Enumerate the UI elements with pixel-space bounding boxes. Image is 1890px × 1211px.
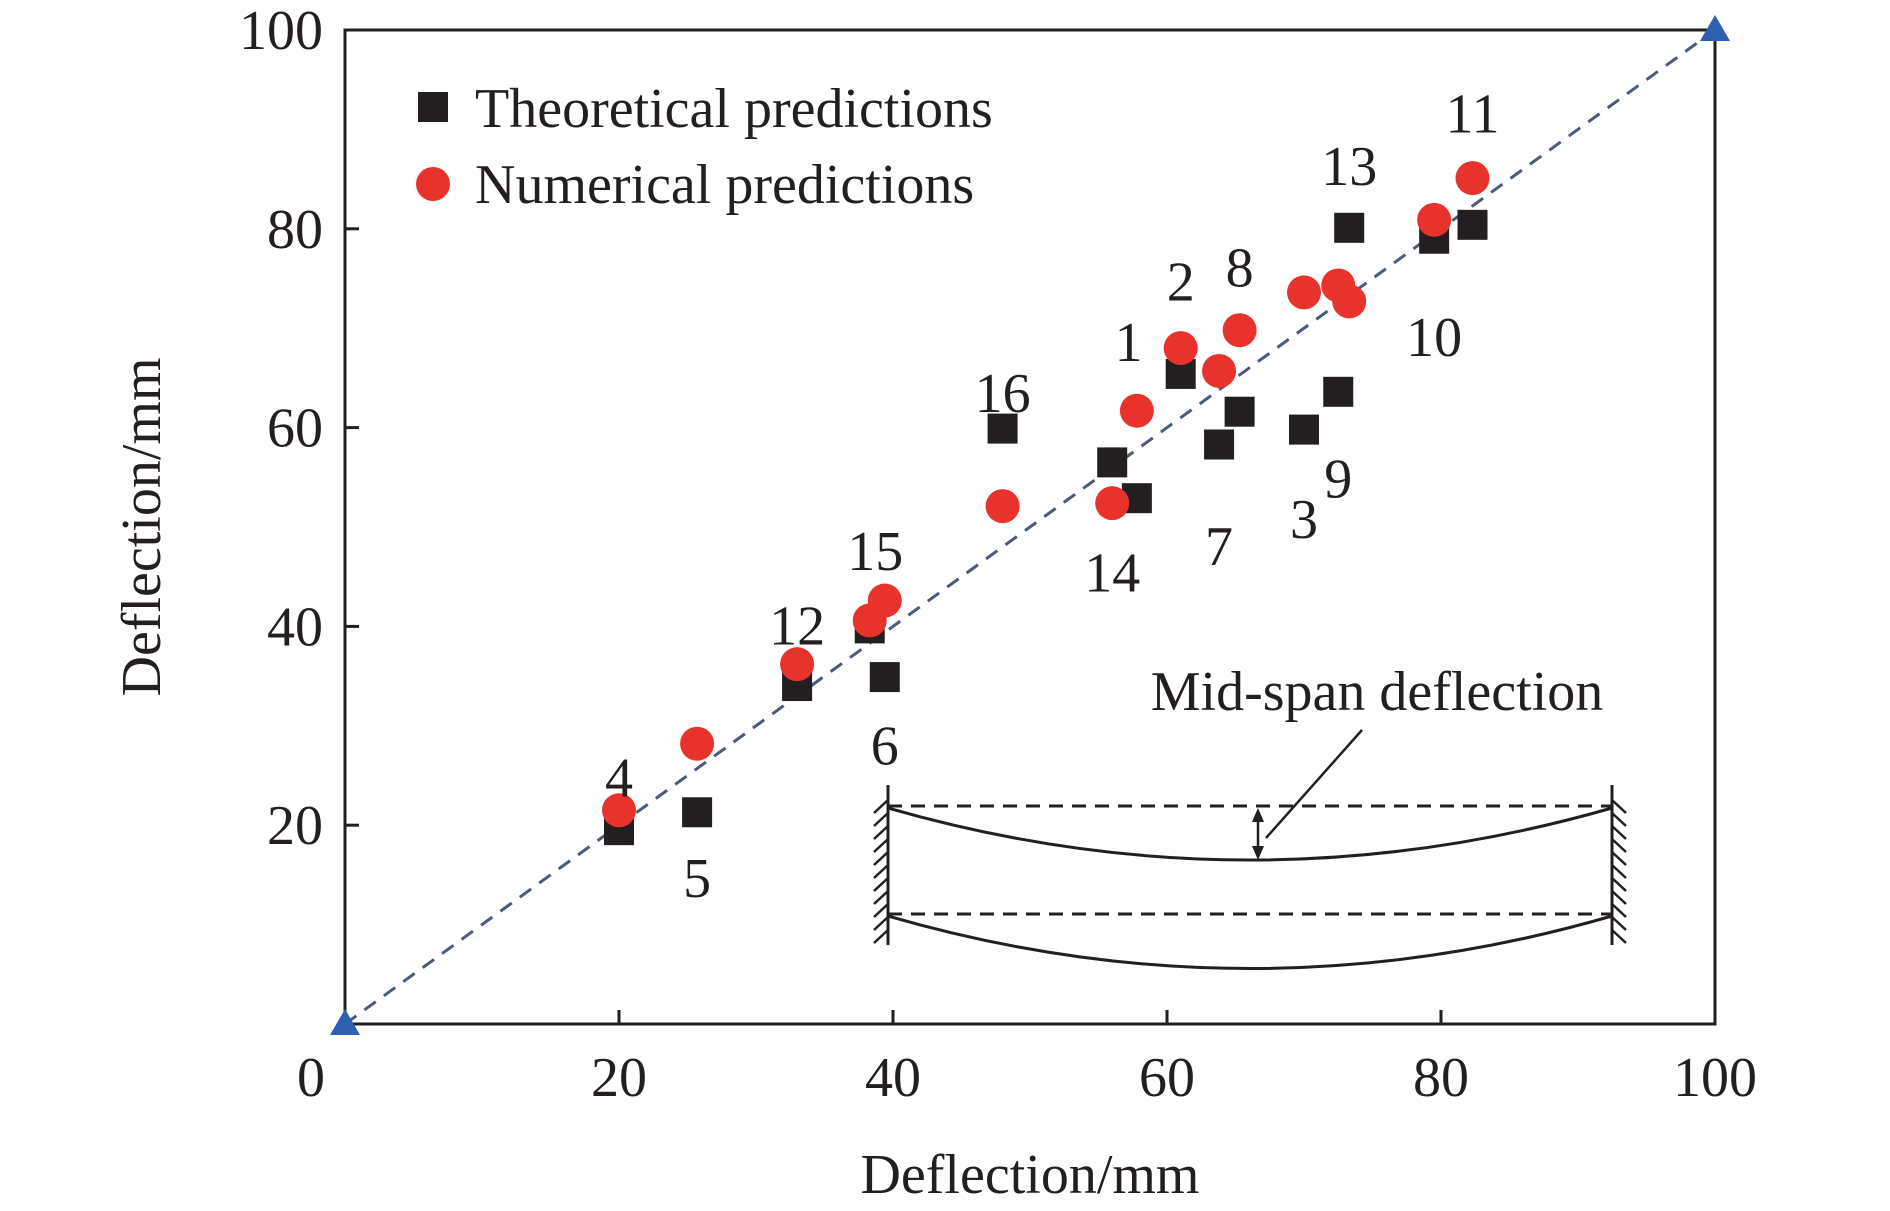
theoretical-point [1097, 447, 1128, 478]
point-label: 3 [1290, 489, 1318, 551]
y-tick-label: 20 [267, 795, 323, 857]
bottom-deflected-curve [887, 914, 1613, 970]
numerical-point [1332, 284, 1367, 319]
left-wall-hatch [873, 903, 889, 918]
left-wall-hatch [873, 838, 889, 853]
point-label: 9 [1324, 448, 1352, 510]
numerical-point [1455, 161, 1490, 196]
point-label: 15 [847, 521, 903, 583]
numerical-point [985, 489, 1020, 524]
x-tick-label: 40 [865, 1047, 921, 1109]
theoretical-point [1204, 429, 1235, 460]
legend-label-numerical: Numerical predictions [475, 154, 974, 216]
point-label: 4 [605, 747, 633, 809]
right-wall-hatch [1611, 799, 1627, 814]
right-wall-hatch [1611, 903, 1627, 918]
plot-frame [343, 28, 1717, 1026]
x-tick-label: 60 [1139, 1047, 1195, 1109]
legend: Theoretical predictions Numerical predict… [416, 78, 993, 216]
deflection-arrowhead-bottom [1252, 846, 1264, 860]
numerical-point [1163, 331, 1198, 366]
point-label: 6 [871, 716, 899, 778]
right-wall-hatch [1611, 812, 1627, 827]
x-tick-label: 0 [297, 1047, 325, 1109]
left-wall-hatch [873, 890, 889, 905]
right-wall-hatch [1611, 916, 1627, 931]
theoretical-point [1224, 396, 1255, 427]
legend-circle-marker [416, 167, 450, 201]
point-label: 11 [1446, 84, 1500, 146]
point-label: 13 [1321, 136, 1377, 198]
y-tick-label: 100 [239, 0, 323, 62]
numerical-point [1222, 313, 1257, 348]
x-tick-label: 100 [1673, 1047, 1757, 1109]
deflection-arrowhead-top [1252, 808, 1264, 822]
legend-label-theoretical: Theoretical predictions [475, 78, 993, 140]
right-wall-hatch [1611, 890, 1627, 905]
numerical-point [1417, 202, 1452, 237]
x-axis-title: Deflection/mm [860, 1144, 1199, 1206]
theoretical-point [1289, 414, 1319, 445]
x-tick-label: 80 [1413, 1047, 1469, 1109]
theoretical-point [682, 797, 713, 828]
numerical-point [1119, 393, 1154, 428]
numerical-point [1287, 275, 1321, 310]
left-wall-hatch [873, 929, 889, 944]
point-label: 7 [1205, 516, 1233, 578]
left-wall-hatch [873, 916, 889, 931]
leader-line [1265, 729, 1363, 839]
point-label: 1 [1115, 312, 1143, 374]
left-wall-hatch [873, 799, 889, 814]
y-tick-label: 60 [267, 398, 323, 460]
numerical-point [680, 726, 715, 761]
y-axis-title: Deflection/mm [111, 357, 173, 696]
right-wall-hatch [1611, 838, 1627, 853]
theoretical-point [869, 662, 900, 693]
left-wall-hatch [873, 812, 889, 827]
theoretical-point [1457, 209, 1488, 240]
point-label: 12 [769, 595, 825, 657]
left-wall-hatch [873, 851, 889, 866]
point-label: 14 [1084, 543, 1140, 605]
reference-endpoint-triangle [1700, 15, 1730, 41]
y-tick-label: 80 [267, 199, 323, 261]
theoretical-point [1334, 212, 1365, 243]
numerical-point [1095, 486, 1130, 521]
point-label: 2 [1167, 251, 1195, 313]
plot-layer: 0 20 40 60 80 100 20 40 60 80 100 Deflection/mm Defl… [111, 0, 1757, 1206]
point-label: 16 [975, 363, 1031, 425]
legend-square-marker [418, 92, 448, 122]
inset-label: Mid-span deflection [1151, 661, 1604, 723]
beam-inset-diagram: Mid-span deflection [873, 661, 1627, 970]
reference-endpoint-triangle [330, 1009, 360, 1035]
point-label: 5 [683, 848, 711, 910]
numerical-point [867, 583, 902, 618]
numerical-point [1202, 353, 1237, 388]
point-label: 10 [1406, 307, 1462, 369]
right-wall-hatch [1611, 825, 1627, 840]
right-wall-hatch [1611, 864, 1627, 879]
left-wall-hatch [873, 864, 889, 879]
point-label: 8 [1226, 238, 1254, 300]
theoretical-point [1323, 376, 1354, 407]
x-tick-label: 20 [591, 1047, 647, 1109]
right-wall-hatch [1611, 877, 1627, 892]
left-wall-hatch [873, 825, 889, 840]
right-wall-hatch [1611, 929, 1627, 944]
theoretical-point [987, 413, 1018, 444]
left-wall-hatch [873, 877, 889, 892]
y-tick-label: 40 [267, 596, 323, 658]
reference-line [344, 28, 1716, 1026]
numerical-point [780, 647, 815, 682]
top-deflected-curve [887, 806, 1613, 862]
right-wall-hatch [1611, 851, 1627, 866]
numerical-point [602, 793, 636, 828]
